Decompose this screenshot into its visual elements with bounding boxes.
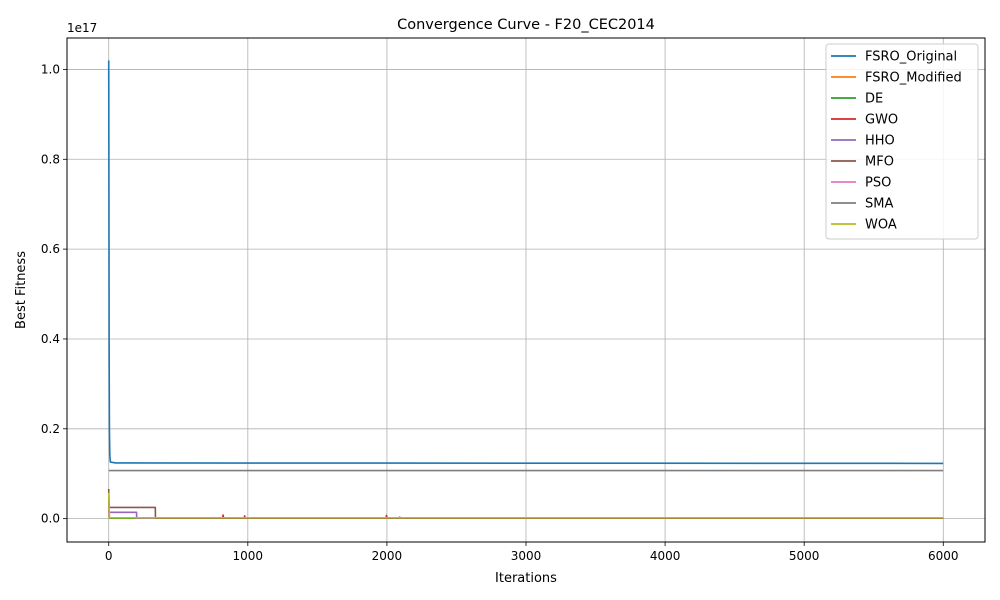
x-tick-label: 5000 [789, 549, 820, 563]
chart-title: Convergence Curve - F20_CEC2014 [397, 17, 655, 33]
y-axis-title: Best Fitness [14, 251, 29, 329]
axis-layer: 0 1000 2000 3000 4000 5000 6000 0.0 0.2 0.4 0.6 0.8… [41, 62, 959, 563]
legend-label: WOA [865, 218, 897, 233]
y-tick-label: 0.4 [41, 332, 60, 346]
legend: FSRO_Original FSRO_Modified DE GWO HHO MFO PSO… [825, 43, 979, 240]
series-layer [107, 60, 944, 519]
legend-label: FSRO_Modified [865, 71, 962, 86]
x-tick-label: 6000 [928, 549, 959, 563]
legend-box [825, 43, 979, 240]
series-line-fsro-original [107, 60, 944, 465]
y-tick-label: 0.2 [41, 422, 60, 436]
legend-label: PSO [865, 176, 891, 191]
x-axis-title: Iterations [495, 571, 557, 586]
legend-label: DE [865, 92, 883, 107]
legend-label: GWO [865, 113, 898, 128]
y-tick-label: 1.0 [41, 62, 60, 76]
x-tick-label: 4000 [650, 549, 681, 563]
x-tick-label: 0 [105, 549, 113, 563]
y-tick-label: 0.6 [41, 242, 60, 256]
legend-label: HHO [865, 134, 895, 149]
series-line-woa [107, 492, 944, 519]
y-axis-offset-label: 1e17 [67, 21, 97, 35]
legend-label: FSRO_Original [865, 50, 957, 65]
legend-label: SMA [865, 197, 893, 212]
x-tick-label: 1000 [233, 549, 264, 563]
x-tick-label: 2000 [372, 549, 403, 563]
y-tick-label: 0.0 [41, 512, 60, 526]
legend-label: MFO [865, 155, 894, 170]
y-tick-label: 0.8 [41, 152, 60, 166]
x-tick-label: 3000 [511, 549, 542, 563]
